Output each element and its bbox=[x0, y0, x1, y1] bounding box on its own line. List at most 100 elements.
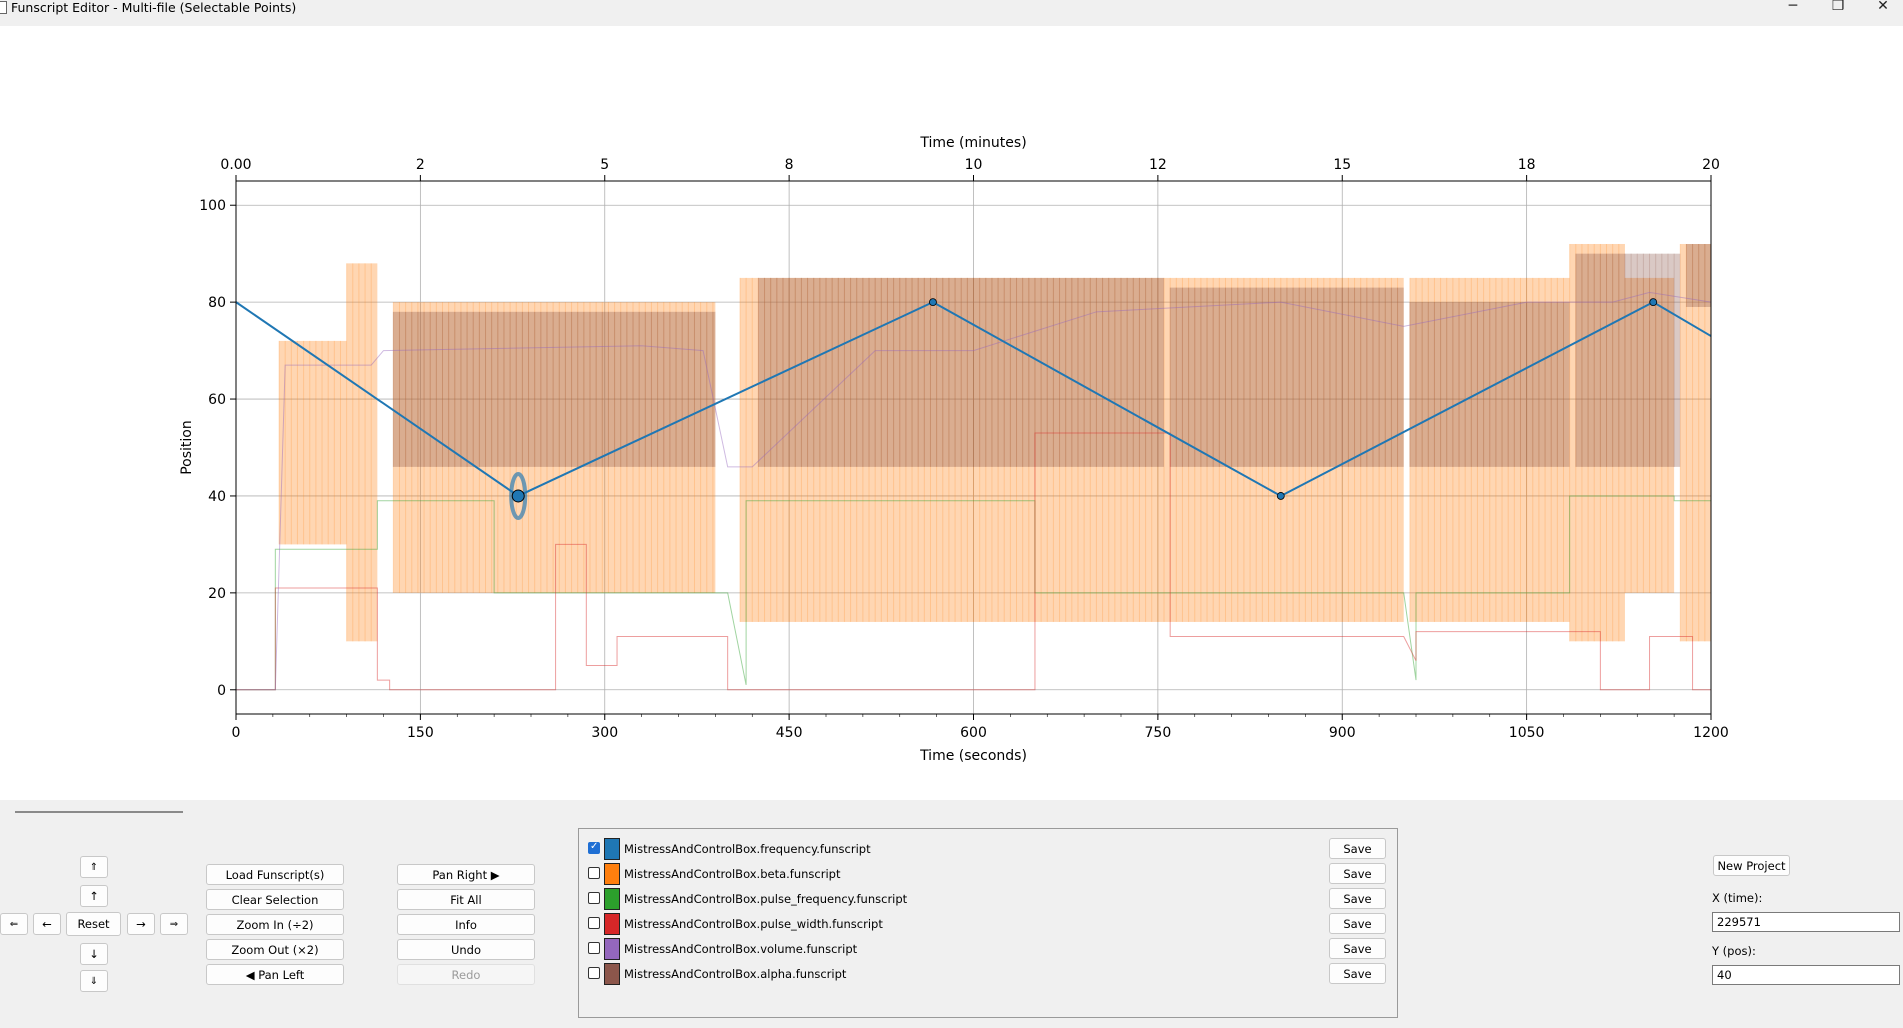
file-color-swatch bbox=[604, 913, 620, 935]
active-series-line bbox=[235, 300, 1712, 498]
pan-left-button[interactable]: ◀ Pan Left bbox=[206, 964, 344, 985]
y-tick-label: 0 bbox=[217, 683, 226, 699]
top-tick-label: 20 bbox=[1702, 157, 1720, 173]
y-tick-label: 80 bbox=[208, 295, 226, 311]
zoom-in-button[interactable]: Zoom In (÷2) bbox=[206, 914, 344, 935]
reset-button[interactable]: Reset bbox=[66, 912, 121, 936]
file-visible-checkbox[interactable] bbox=[588, 942, 600, 954]
pan-down-button[interactable]: ↓ bbox=[80, 943, 108, 965]
x-tick-label: 300 bbox=[591, 725, 618, 741]
restore-button[interactable]: ❐ bbox=[1831, 0, 1845, 14]
top-tick-label: 18 bbox=[1518, 157, 1536, 173]
data-point bbox=[1276, 492, 1285, 500]
file-name: MistressAndControlBox.frequency.funscrip… bbox=[624, 842, 871, 856]
save-button[interactable]: Save bbox=[1329, 888, 1386, 909]
file-visible-checkbox[interactable] bbox=[588, 967, 600, 979]
series-band bbox=[393, 311, 716, 467]
series-band bbox=[1624, 277, 1675, 593]
x-tick-label: 0 bbox=[232, 725, 241, 741]
minimize-button[interactable]: ─ bbox=[1788, 0, 1798, 14]
pan-left-small-button[interactable]: ← bbox=[33, 913, 61, 935]
file-visible-checkbox[interactable] bbox=[588, 841, 600, 854]
file-visible-checkbox[interactable] bbox=[588, 867, 600, 879]
x-tick-label: 1200 bbox=[1693, 725, 1729, 741]
top-tick-label: 15 bbox=[1333, 157, 1351, 173]
pan-right-button[interactable]: Pan Right ▶ bbox=[397, 864, 535, 885]
series-band bbox=[1569, 243, 1625, 642]
series-line bbox=[236, 291, 1712, 691]
y-axis-label: Position bbox=[179, 420, 195, 475]
top-tick-label: 2 bbox=[416, 157, 425, 173]
series-band bbox=[1680, 243, 1711, 642]
zoom-out-button[interactable]: Zoom Out (×2) bbox=[206, 939, 344, 960]
series-line bbox=[236, 495, 1711, 691]
save-button[interactable]: Save bbox=[1329, 938, 1386, 959]
series-band bbox=[279, 340, 347, 545]
series-band bbox=[1170, 287, 1404, 467]
save-button[interactable]: Save bbox=[1329, 838, 1386, 859]
redo-button[interactable]: Redo bbox=[397, 964, 535, 985]
x-tick-label: 900 bbox=[1329, 725, 1356, 741]
pan-down-fast-button[interactable]: ⇓ bbox=[80, 970, 108, 992]
file-visible-checkbox[interactable] bbox=[588, 917, 600, 929]
clear-selection-button[interactable]: Clear Selection bbox=[206, 889, 344, 910]
load-funscripts-button[interactable]: Load Funscript(s) bbox=[206, 864, 344, 885]
file-row: MistressAndControlBox.pulse_width.funscr… bbox=[588, 913, 1388, 935]
pan-up-button[interactable]: ↑ bbox=[80, 885, 108, 907]
plot-canvas[interactable]: 0 150 300 450 600 750 900 1050 1200 0.00 2 5 8 10 12 15… bbox=[0, 26, 1903, 800]
top-tick-label: 12 bbox=[1149, 157, 1167, 173]
file-name: MistressAndControlBox.beta.funscript bbox=[624, 867, 841, 881]
series-line bbox=[236, 432, 1711, 691]
series-band bbox=[1096, 277, 1404, 622]
splitter-handle[interactable] bbox=[15, 811, 183, 813]
window-title: Funscript Editor - Multi-file (Selectabl… bbox=[11, 0, 297, 15]
file-name: MistressAndControlBox.pulse_width.funscr… bbox=[624, 917, 883, 931]
y-tick-label: 60 bbox=[208, 392, 226, 408]
series-band bbox=[1575, 253, 1681, 467]
file-row: MistressAndControlBox.volume.funscript S… bbox=[588, 938, 1388, 960]
pan-left-fast-button[interactable]: ⇐ bbox=[0, 913, 28, 935]
fit-all-button[interactable]: Fit All bbox=[397, 889, 535, 910]
series-band bbox=[1686, 243, 1711, 307]
file-row: MistressAndControlBox.pulse_frequency.fu… bbox=[588, 888, 1388, 910]
top-tick-label: 5 bbox=[600, 157, 609, 173]
data-point bbox=[929, 298, 937, 307]
file-name: MistressAndControlBox.alpha.funscript bbox=[624, 967, 847, 981]
x-time-input[interactable] bbox=[1712, 912, 1900, 932]
selected-point-halo bbox=[509, 471, 528, 520]
series-band bbox=[346, 263, 378, 642]
pan-right-small-button[interactable]: → bbox=[127, 913, 155, 935]
new-project-button[interactable]: New Project bbox=[1713, 855, 1790, 876]
info-button[interactable]: Info bbox=[397, 914, 535, 935]
y-tick-label: 100 bbox=[199, 198, 226, 214]
top-tick-label: 8 bbox=[785, 157, 794, 173]
series-band bbox=[1409, 302, 1570, 467]
save-button[interactable]: Save bbox=[1329, 863, 1386, 884]
app-icon bbox=[0, 1, 7, 14]
selected-point bbox=[511, 489, 525, 503]
y-pos-input[interactable] bbox=[1712, 965, 1900, 985]
undo-button[interactable]: Undo bbox=[397, 939, 535, 960]
x-axis-label: Time (seconds) bbox=[919, 748, 1027, 764]
file-row: MistressAndControlBox.beta.funscript Sav… bbox=[588, 863, 1388, 885]
y-tick-label: 20 bbox=[208, 586, 226, 602]
title-bar: Funscript Editor - Multi-file (Selectabl… bbox=[0, 0, 1903, 26]
file-visible-checkbox[interactable] bbox=[588, 892, 600, 904]
file-color-swatch bbox=[604, 938, 620, 960]
file-color-swatch bbox=[604, 888, 620, 910]
file-name: MistressAndControlBox.pulse_frequency.fu… bbox=[624, 892, 908, 906]
pan-right-fast-button[interactable]: ⇒ bbox=[160, 913, 188, 935]
file-color-swatch bbox=[604, 838, 620, 860]
file-color-swatch bbox=[604, 863, 620, 885]
file-row: MistressAndControlBox.alpha.funscript Sa… bbox=[588, 963, 1388, 985]
close-button[interactable]: ✕ bbox=[1877, 0, 1889, 14]
file-row: MistressAndControlBox.frequency.funscrip… bbox=[588, 838, 1388, 860]
series-band bbox=[1409, 277, 1570, 622]
save-button[interactable]: Save bbox=[1329, 963, 1386, 984]
x-tick-label: 750 bbox=[1145, 725, 1172, 741]
top-axis-label: Time (minutes) bbox=[919, 135, 1026, 151]
pan-up-fast-button[interactable]: ⇑ bbox=[80, 856, 108, 878]
save-button[interactable]: Save bbox=[1329, 913, 1386, 934]
x-tick-label: 600 bbox=[960, 725, 987, 741]
